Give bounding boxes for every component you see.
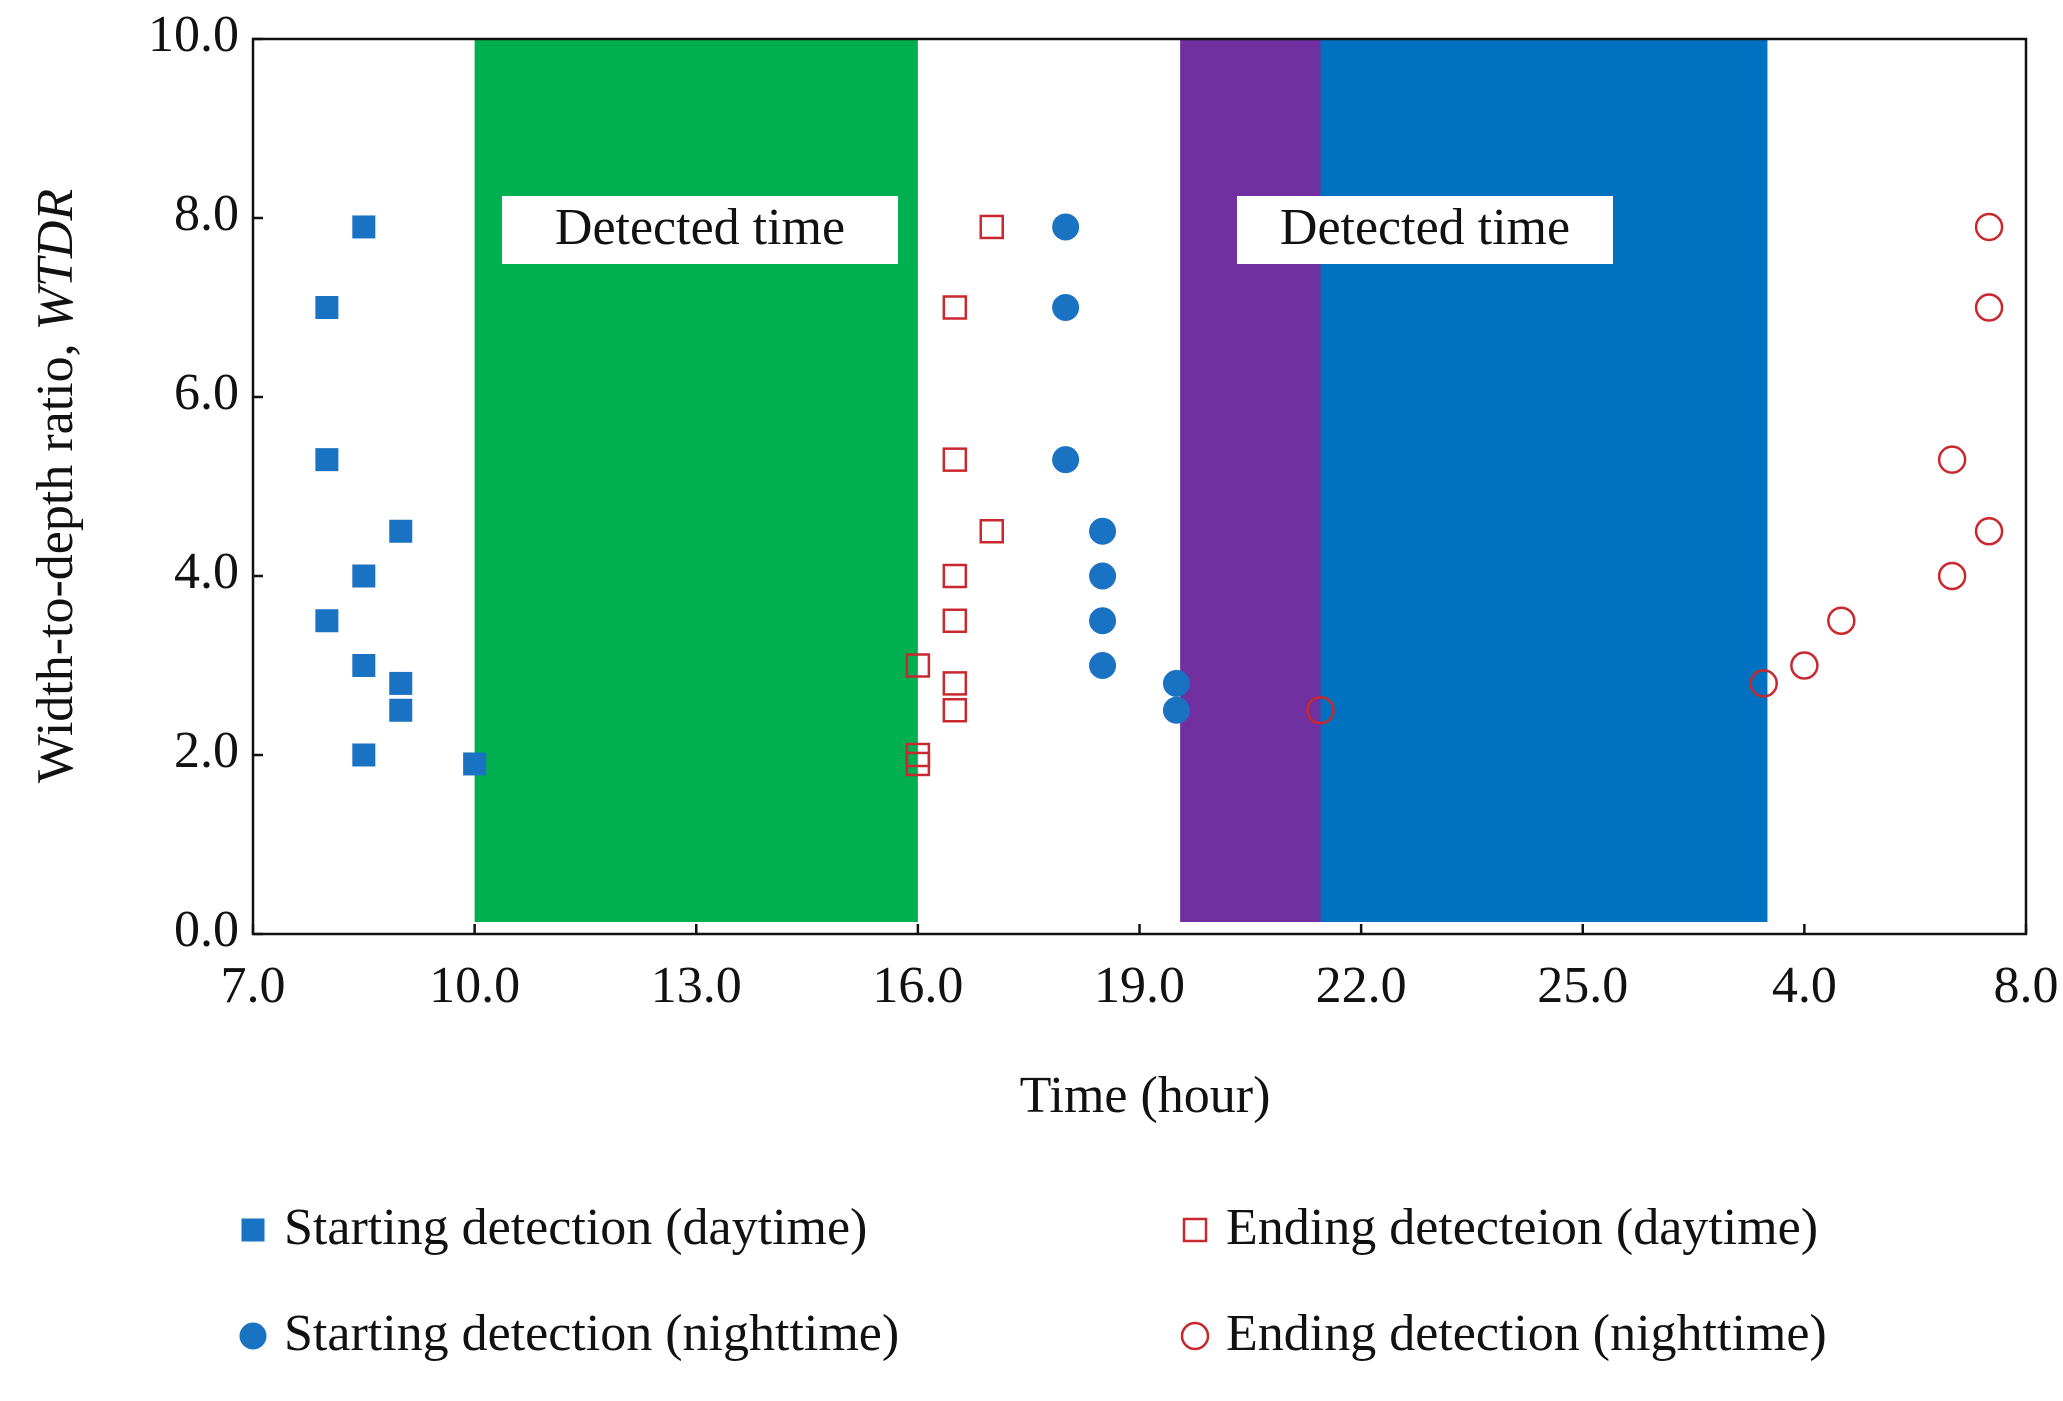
data-point — [1974, 212, 2004, 242]
data-point — [942, 671, 968, 696]
data-point — [352, 654, 376, 677]
x-tick-label: 13.0 — [651, 957, 742, 1014]
legend-marker — [239, 1322, 267, 1350]
detected-band — [1180, 39, 1321, 922]
legend-marker — [1182, 1217, 1208, 1243]
data-point — [315, 296, 339, 319]
annotation-box — [502, 196, 898, 264]
detected-band — [474, 39, 918, 922]
y-axis-label-symbol: WTDR — [27, 189, 84, 331]
legend-label: Starting detection (daytime) — [284, 1199, 867, 1256]
x-tick-label: 25.0 — [1537, 957, 1628, 1014]
x-tick-label: 4.0 — [1772, 957, 1837, 1014]
x-tick-label: 7.0 — [221, 957, 286, 1014]
data-point — [1089, 652, 1117, 679]
y-axis-label-text: Width-to-depth ratio, — [27, 343, 84, 783]
data-point — [1827, 606, 1856, 635]
y-tick-label: 6.0 — [174, 364, 239, 421]
data-point — [352, 215, 376, 239]
data-point — [389, 671, 413, 695]
x-tick-label: 19.0 — [1094, 957, 1185, 1014]
y-tick-label: 4.0 — [174, 543, 239, 600]
data-point — [942, 608, 968, 633]
data-point — [315, 609, 339, 633]
data-point — [1052, 294, 1080, 321]
legend-marker — [1180, 1321, 1210, 1351]
x-tick-label: 16.0 — [872, 957, 963, 1014]
data-point — [942, 698, 968, 723]
data-point — [1162, 669, 1190, 697]
data-point — [352, 743, 376, 767]
y-tick-label: 2.0 — [174, 722, 239, 779]
annotation-box — [1237, 196, 1613, 264]
data-point — [1052, 213, 1080, 241]
x-tick-label: 10.0 — [429, 957, 520, 1014]
data-point — [389, 519, 413, 543]
data-point — [1974, 293, 2004, 322]
y-axis-label: Width-to-depth ratio, WTDR — [27, 189, 84, 783]
x-axis-label: Time (hour) — [1020, 1067, 1271, 1124]
data-point — [1089, 562, 1117, 590]
data-point — [979, 214, 1004, 240]
x-tick-label: 22.0 — [1316, 957, 1407, 1014]
legend-marker — [241, 1218, 265, 1242]
data-point — [1306, 696, 1335, 725]
data-point — [352, 564, 376, 588]
data-point — [1790, 651, 1819, 680]
data-point — [389, 698, 413, 722]
data-point — [1162, 696, 1190, 724]
data-point — [942, 563, 968, 589]
legend-label: Starting detection (nighttime) — [284, 1305, 899, 1362]
y-tick-label: 8.0 — [174, 185, 239, 242]
data-point — [463, 752, 487, 776]
data-point — [1089, 517, 1117, 545]
annotation: Detected time — [1280, 199, 1570, 256]
data-point — [315, 448, 339, 472]
data-point — [1749, 669, 1778, 698]
data-point — [1937, 561, 1967, 591]
data-point — [1089, 607, 1117, 635]
data-point — [905, 653, 931, 678]
legend-label: Ending detection (nighttime) — [1226, 1305, 1827, 1362]
data-point — [942, 447, 968, 472]
data-point — [905, 751, 931, 777]
y-tick-label: 10.0 — [148, 6, 239, 63]
detected-band — [1320, 39, 1768, 922]
x-tick-label: 8.0 — [1994, 957, 2059, 1014]
y-tick-label: 0.0 — [174, 901, 239, 958]
data-point — [1974, 517, 2004, 546]
data-point — [979, 519, 1004, 544]
data-point — [942, 295, 968, 320]
data-point — [1937, 445, 1967, 474]
legend-label: Ending detecteion (daytime) — [1226, 1199, 1818, 1256]
annotation: Detected time — [555, 199, 845, 256]
data-point — [1052, 446, 1080, 474]
